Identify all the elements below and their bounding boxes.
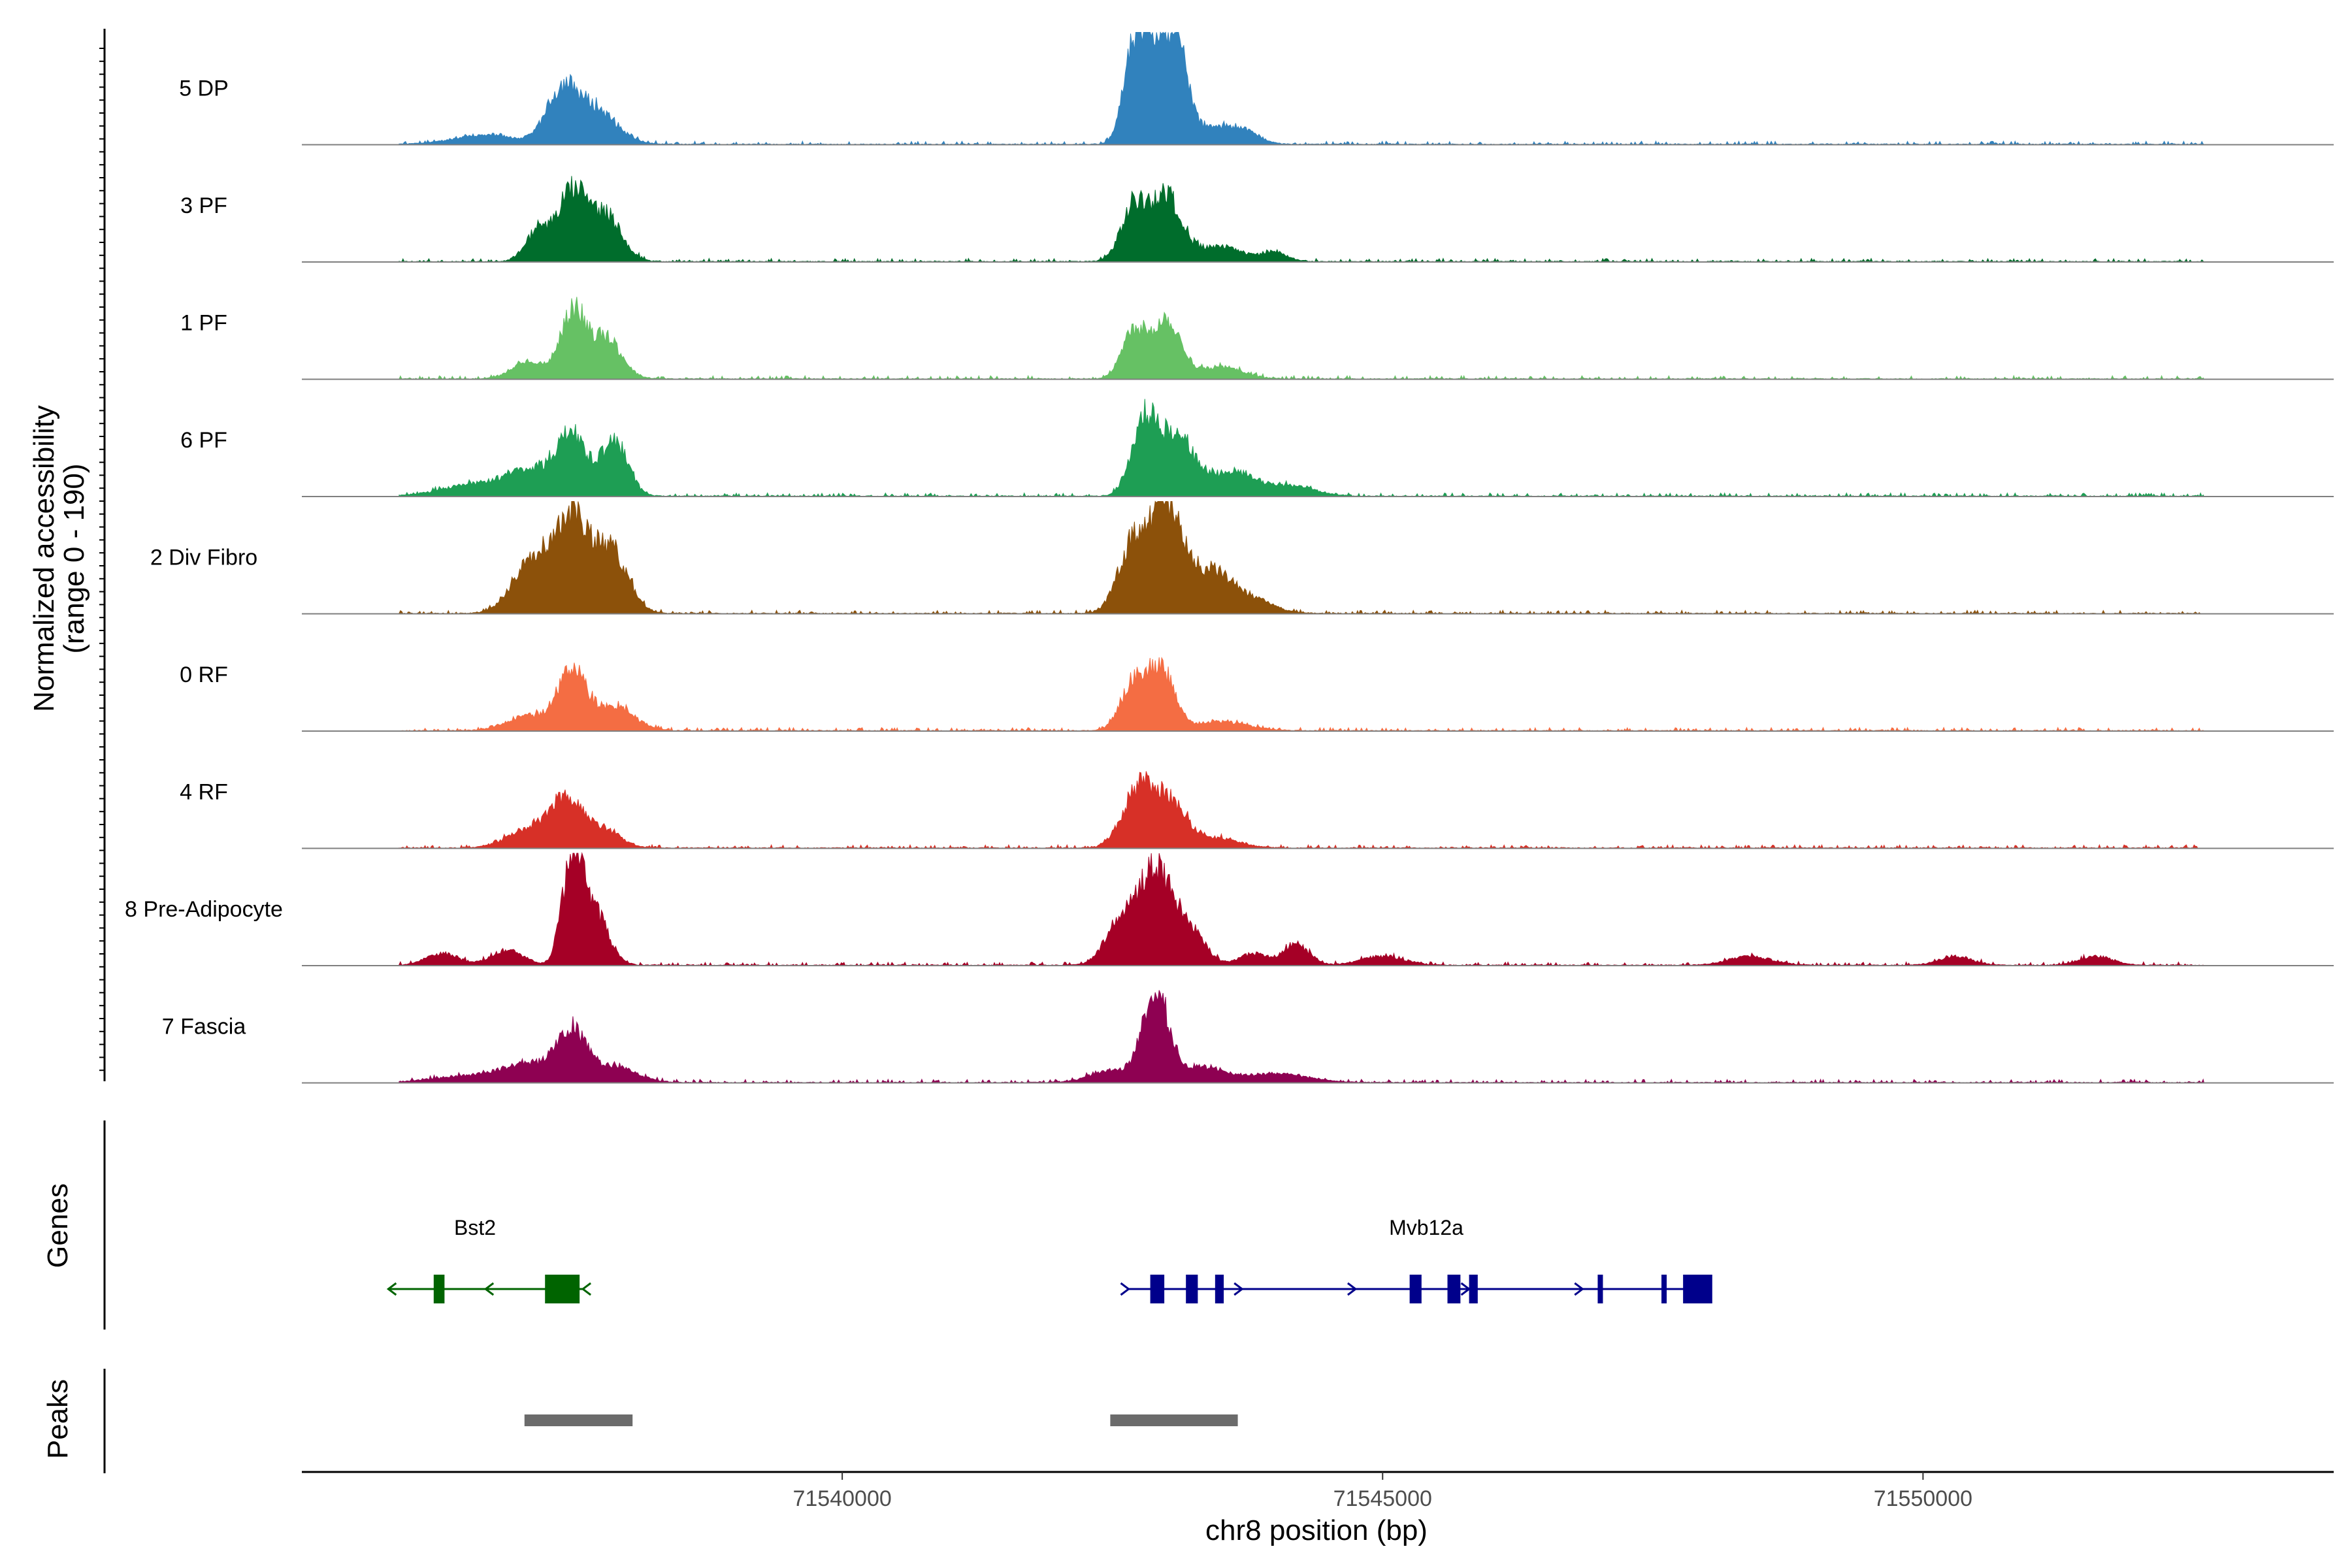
strand-arrow	[1120, 1282, 1131, 1296]
gene-bst2: Bst2	[386, 1216, 592, 1303]
track-label: 5 DP	[179, 76, 229, 101]
coverage-area	[399, 771, 2204, 849]
track-2-div-fibro: 2 Div Fibro	[150, 500, 2334, 615]
accessibility-axis	[99, 29, 106, 1081]
gene-exon	[1447, 1275, 1461, 1303]
x-axis-title: chr8 position (bp)	[1205, 1514, 1428, 1546]
gene-mvb12a: Mvb12a	[1120, 1216, 1712, 1303]
gene-label: Bst2	[454, 1216, 496, 1239]
gene-exon	[1215, 1275, 1224, 1303]
genes-panel-label: Genes	[42, 1183, 74, 1268]
strand-arrow	[1233, 1282, 1244, 1296]
x-axis: 71540000 71545000 71550000	[302, 1471, 2334, 1511]
track-8-pre-adipocyte: 8 Pre-Adipocyte	[125, 852, 2334, 967]
coverage-area	[399, 31, 2205, 146]
track-label: 6 PF	[180, 428, 227, 453]
y-axis-title-line2: (range 0 - 190)	[58, 463, 90, 653]
peaks-panel-label: Peaks	[42, 1379, 74, 1459]
gene-exon	[1150, 1275, 1165, 1303]
gene-exon	[1409, 1275, 1422, 1303]
gene-exon	[433, 1275, 445, 1303]
gene-exon	[1661, 1275, 1667, 1303]
track-4-rf: 4 RF	[180, 771, 2334, 849]
track-0-rf: 0 RF	[180, 657, 2334, 732]
coverage-tracks: 5 DP 3 PF 1 PF 6 PF 2 Div Fibro 0 RF 4 RF 8 Pre…	[125, 31, 2334, 1084]
strand-arrow	[483, 1282, 495, 1296]
y-axis-title-line1: Normalized accessibility	[28, 405, 60, 711]
gene-label: Mvb12a	[1389, 1216, 1463, 1239]
track-label: 1 PF	[180, 311, 227, 336]
peaks-panel	[103, 1369, 1238, 1473]
coverage-area	[399, 399, 2205, 497]
gene-exon	[545, 1275, 580, 1303]
track-7-fascia: 7 Fascia	[162, 990, 2334, 1084]
strand-arrow	[1574, 1282, 1584, 1296]
gene-exon	[1186, 1275, 1198, 1303]
track-label: 4 RF	[180, 780, 228, 805]
coverage-area	[399, 852, 2206, 967]
track-1-pf: 1 PF	[180, 297, 2334, 380]
track-6-pf: 6 PF	[180, 399, 2334, 497]
gene-exon	[1469, 1275, 1478, 1303]
gene-exon	[1683, 1275, 1712, 1303]
strand-arrow	[386, 1282, 397, 1296]
coverage-area	[399, 500, 2204, 615]
track-label: 2 Div Fibro	[150, 546, 257, 570]
coverage-area	[399, 176, 2205, 263]
coverage-area	[399, 657, 2205, 732]
peak-region	[524, 1414, 633, 1426]
strand-arrow	[1347, 1282, 1358, 1296]
gene-exon	[1597, 1275, 1603, 1303]
coverage-area	[399, 990, 2205, 1084]
track-label: 7 Fascia	[162, 1015, 246, 1039]
track-label: 8 Pre-Adipocyte	[125, 897, 283, 922]
x-tick-label: 71550000	[1874, 1486, 1972, 1511]
track-label: 3 PF	[180, 193, 227, 218]
peak-region	[1110, 1414, 1238, 1426]
x-tick-label: 71540000	[792, 1486, 891, 1511]
track-3-pf: 3 PF	[180, 176, 2334, 263]
x-tick-label: 71545000	[1333, 1486, 1432, 1511]
genes-panel: Bst2 Mvb12a	[103, 1120, 1712, 1330]
track-5-dp: 5 DP	[179, 31, 2334, 146]
track-label: 0 RF	[180, 662, 228, 687]
strand-arrow	[581, 1282, 592, 1296]
coverage-area	[399, 297, 2205, 380]
